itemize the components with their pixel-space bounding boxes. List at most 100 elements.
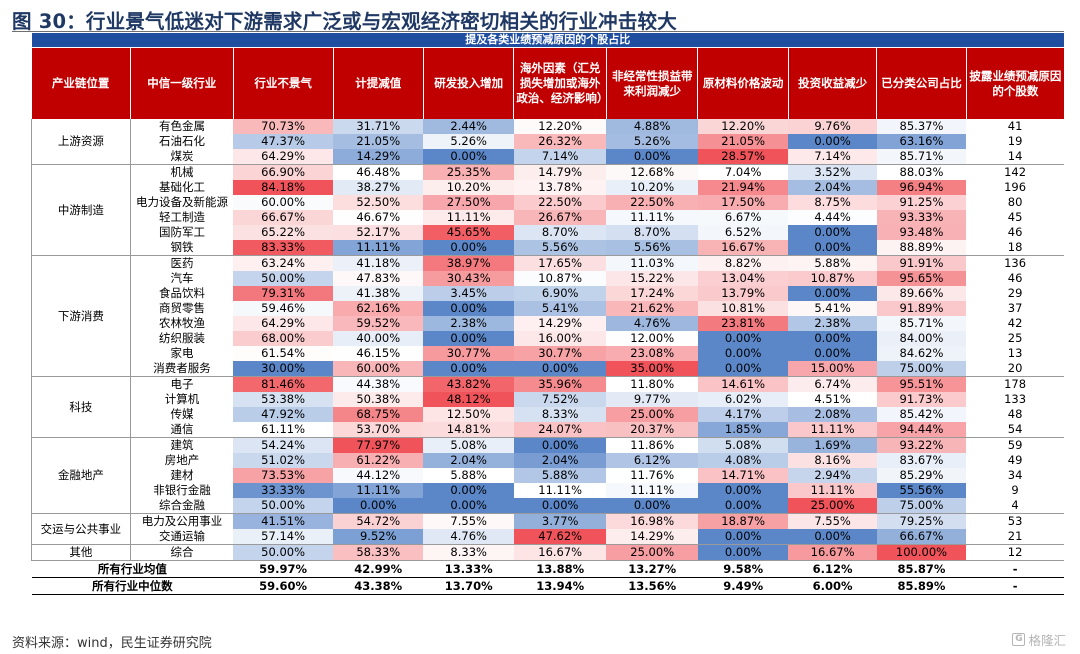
percent-cell: 83.33% [233, 240, 334, 256]
industry-cell: 传媒 [170, 407, 194, 421]
percent-cell: 33.33% [233, 483, 334, 498]
summary-count: - [966, 577, 1064, 595]
table-row: 基础化工 84.18% 38.27% 10.20% 13.78% 10.20% 21.94%… [32, 180, 1065, 195]
chain-position-cell: 中游制造 [31, 164, 131, 256]
percent-cell: 8.75% [788, 195, 877, 210]
table-row: 汽车 50.00% 47.83% 30.43% 10.87% 15.22% 13.04% 10… [32, 271, 1065, 286]
percent-cell: 91.73% [876, 392, 967, 407]
percent-cell: 93.33% [876, 210, 967, 225]
percent-cell: 5.41% [788, 301, 877, 316]
source-note: 资料来源：wind，民生证券研究院 [12, 636, 212, 651]
summary-count: - [966, 560, 1064, 578]
industry-cell: 建材 [170, 468, 194, 482]
percent-cell: 44.38% [333, 376, 424, 392]
count-cell: 54 [966, 422, 1064, 438]
count-cell: 42 [1007, 316, 1023, 330]
summary-value: 13.94% [513, 577, 607, 595]
percent-cell: 63.24% [233, 255, 334, 271]
summary-value: 85.87% [876, 560, 967, 578]
count-cell: 19 [1007, 134, 1023, 148]
summary-value: 13.70% [423, 577, 514, 595]
percent-cell: 0.00% [788, 240, 877, 256]
percent-cell: 11.11% [606, 210, 698, 225]
percent-cell: 22.50% [606, 195, 698, 210]
percent-cell: 46.48% [333, 164, 424, 180]
industry-cell: 电子 [170, 377, 194, 391]
percent-cell: 64.29% [233, 316, 334, 331]
percent-cell: 7.04% [697, 164, 789, 180]
percent-cell: 0.00% [697, 361, 789, 377]
percent-cell: 85.42% [876, 407, 967, 422]
percent-cell: 7.52% [513, 392, 607, 407]
percent-cell: 7.14% [513, 149, 607, 165]
percent-cell: 13.04% [697, 271, 789, 286]
percent-cell: 3.52% [788, 164, 877, 180]
table-row: 中游制造 机械 66.90% 46.48% 25.35% 14.79% 12.68% 7.04… [31, 164, 1065, 256]
percent-cell: 8.70% [606, 225, 698, 240]
percent-cell: 96.94% [876, 180, 967, 195]
watermark: G 格隆汇 [1012, 630, 1066, 649]
column-header: 投资收益减少 [788, 47, 878, 119]
percent-cell: 12.20% [513, 119, 607, 134]
percent-cell: 17.24% [606, 286, 698, 301]
percent-cell: 30.77% [513, 346, 607, 361]
summary-value: 59.60% [233, 577, 334, 595]
industry-cell: 食品饮料 [158, 286, 205, 300]
industry-cell: 机械 [170, 165, 194, 179]
industry-cell: 石油石化 [158, 134, 205, 148]
percent-cell: 70.73% [233, 119, 334, 134]
industry-cell: 家电 [170, 346, 194, 360]
percent-cell: 41.38% [333, 286, 424, 301]
percent-cell: 8.16% [788, 453, 877, 468]
count-cell: 20 [966, 361, 1064, 377]
percent-cell: 0.00% [423, 149, 514, 165]
percent-cell: 11.11% [788, 483, 877, 498]
count-cell: 41 [1007, 119, 1023, 133]
count-cell: 59 [1007, 438, 1023, 452]
summary-value: 42.99% [333, 560, 424, 578]
table-row: 其他 综合 50.00% 58.33% 8.33% 16.67% 25.00% 0.00% 16… [31, 544, 1064, 561]
percent-cell: 83.67% [876, 453, 967, 468]
industry-cell: 电力设备及新能源 [135, 195, 228, 209]
industry-cell: 综合金融 [130, 498, 234, 514]
table-row: 交运与公共事业 电力及公用事业 41.51% 54.72% 7.55% 3.77% 16.9… [31, 513, 1065, 545]
percent-cell: 63.16% [876, 134, 967, 149]
column-header: 计提减值 [333, 47, 424, 119]
title-divider [12, 31, 1064, 32]
percent-cell: 4.76% [423, 529, 514, 545]
percent-cell: 1.69% [788, 437, 877, 453]
percent-cell: 5.26% [423, 134, 514, 149]
industry-cell: 有色金属 [158, 119, 205, 133]
percent-cell: 31.71% [333, 119, 424, 134]
percent-cell: 95.65% [876, 271, 967, 286]
percent-cell: 88.89% [876, 240, 967, 256]
count-cell: 48 [1007, 407, 1023, 421]
percent-cell: 47.37% [233, 134, 334, 149]
percent-cell: 45.65% [423, 225, 514, 240]
percent-cell: 14.79% [513, 164, 607, 180]
table-row: 非银行金融 33.33% 11.11% 0.00% 11.11% 11.11% 0.00% 1… [32, 483, 1065, 498]
table-row: 金融地产 建筑 54.24% 77.97% 5.08% 0.00% 11.86% 5.08% 1… [31, 437, 1065, 514]
percent-cell: 41.51% [233, 513, 334, 529]
percent-cell: 28.57% [697, 149, 789, 165]
column-header: 海外因素（汇兑损失增加或海外政治、经济影响） [513, 47, 607, 119]
percent-cell: 38.97% [423, 255, 514, 271]
percent-cell: 0.00% [513, 498, 607, 514]
column-header: 披露业绩预减原因的个股数 [966, 47, 1064, 119]
percent-cell: 0.00% [697, 529, 789, 545]
summary-value: 13.56% [606, 577, 698, 595]
count-cell: 46 [1007, 271, 1023, 285]
percent-cell: 52.50% [333, 195, 424, 210]
table-row: 轻工制造 66.67% 46.67% 11.11% 26.67% 11.11% 6.67% 4… [32, 210, 1065, 225]
percent-cell: 11.03% [606, 255, 698, 271]
table-row: 交通运输 57.14% 9.52% 4.76% 47.62% 14.29% 0.00% 0.0… [32, 529, 1064, 545]
percent-cell: 44.12% [333, 468, 424, 483]
percent-cell: 84.18% [233, 180, 334, 195]
table-row: 食品饮料 79.31% 41.38% 3.45% 6.90% 17.24% 13.79% 0.… [32, 286, 1065, 301]
summary-value: 59.97% [233, 560, 334, 578]
summary-row: 所有行业均值 59.97% 42.99% 13.33% 13.88% 13.27% 9.58… [31, 560, 1064, 578]
column-header: 非经常性损益带来利润减少 [606, 47, 699, 119]
percent-cell: 24.07% [513, 422, 607, 438]
percent-cell: 30.77% [423, 346, 514, 361]
percent-cell: 4.44% [788, 210, 877, 225]
